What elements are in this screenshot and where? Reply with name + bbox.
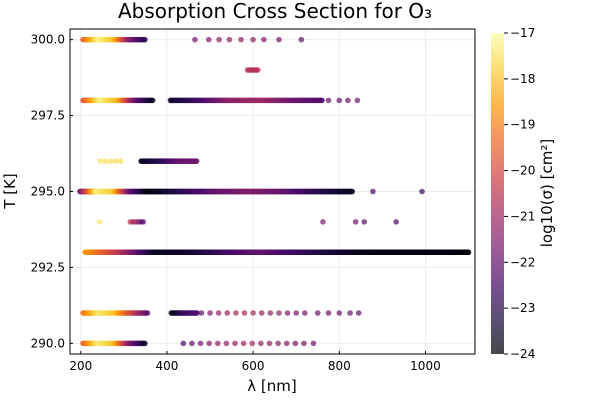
data-point: [142, 36, 148, 43]
data-point: [393, 219, 399, 225]
x-tick-label: 400: [155, 359, 178, 373]
data-point: [284, 310, 291, 316]
data-point: [232, 340, 238, 347]
colorbar-tick-label: −23: [510, 301, 535, 315]
data-point: [465, 249, 472, 256]
data-point: [301, 340, 307, 347]
data-point: [255, 67, 261, 73]
data-point: [102, 158, 109, 164]
data-point: [215, 310, 222, 316]
data-point: [336, 97, 343, 104]
colorbar-tick-label: −24: [510, 347, 535, 361]
data-point: [238, 36, 244, 43]
data-point: [180, 340, 187, 347]
data-point: [226, 36, 233, 43]
data-point: [241, 310, 248, 316]
data-point: [293, 310, 299, 316]
data-point: [354, 97, 361, 104]
data-point: [352, 219, 359, 225]
data-point: [112, 158, 119, 164]
data-point: [275, 340, 281, 347]
data-point: [258, 340, 264, 347]
data-point: [194, 310, 200, 316]
data-points: [77, 36, 472, 347]
data-point: [336, 310, 343, 316]
data-point: [355, 310, 362, 316]
data-point: [347, 310, 353, 316]
data-point: [233, 310, 239, 316]
data-point: [140, 219, 147, 225]
data-point: [302, 310, 308, 316]
data-point: [276, 36, 282, 43]
data-point: [249, 340, 256, 347]
x-tick-label: 600: [242, 359, 265, 373]
data-point: [240, 340, 247, 347]
colorbar-tick-label: −17: [510, 26, 535, 40]
data-point: [266, 340, 273, 347]
data-point: [198, 310, 205, 316]
y-tick-label: 290.0: [31, 336, 65, 350]
y-axis-ticks: 290.0 292.5 295.0 297.5 300.0: [31, 33, 73, 350]
data-point: [349, 188, 356, 195]
data-point: [223, 340, 230, 347]
chart-title: Absorption Cross Section for O₃: [118, 0, 432, 23]
data-point: [193, 158, 200, 164]
x-tick-label: 200: [69, 359, 92, 373]
y-tick-label: 300.0: [31, 33, 65, 47]
data-point: [214, 340, 221, 347]
data-point: [250, 36, 256, 43]
data-point: [97, 158, 103, 164]
y-tick-label: 295.0: [31, 185, 65, 199]
colorbar: [491, 33, 504, 354]
colorbar-label: log10(σ) [cm²]: [538, 139, 556, 248]
data-point: [283, 340, 290, 347]
data-point: [345, 97, 351, 104]
y-tick-label: 297.5: [31, 109, 65, 123]
data-point: [298, 36, 305, 43]
data-point: [107, 158, 114, 164]
x-tick-label: 1000: [410, 359, 441, 373]
data-point: [276, 310, 282, 316]
data-point: [267, 310, 274, 316]
x-axis-ticks: 200 400 600 800 1000: [69, 351, 441, 373]
data-point: [189, 340, 195, 347]
data-point: [419, 188, 425, 195]
data-point: [142, 340, 148, 347]
data-point: [261, 36, 267, 43]
data-point: [319, 97, 325, 104]
colorbar-tick-label: −22: [510, 255, 535, 269]
data-point: [149, 97, 156, 104]
data-point: [206, 340, 212, 347]
data-point: [96, 219, 103, 225]
y-tick-label: 292.5: [31, 260, 65, 274]
colorbar-ticks: −24 −23 −22 −21 −20 −19 −18 −17: [504, 26, 535, 361]
x-tick-label: 800: [328, 359, 351, 373]
data-point: [118, 158, 124, 164]
data-point: [292, 340, 299, 347]
data-point: [197, 340, 204, 347]
colorbar-tick-label: −18: [510, 72, 535, 86]
data-point: [314, 310, 321, 316]
colorbar-tick-label: −20: [510, 164, 535, 178]
data-point: [216, 36, 222, 43]
data-point: [205, 36, 212, 43]
colorbar-tick-label: −21: [510, 209, 535, 223]
data-point: [258, 310, 265, 316]
data-point: [144, 310, 151, 316]
data-point: [207, 310, 213, 316]
data-point: [361, 219, 368, 225]
data-point: [310, 340, 317, 347]
data-point: [325, 97, 332, 104]
data-point: [224, 310, 231, 316]
data-point: [320, 219, 326, 225]
x-axis-label: λ [nm]: [247, 377, 296, 395]
data-point: [192, 36, 198, 43]
data-point: [370, 188, 376, 195]
data-point: [250, 310, 256, 316]
data-point: [325, 310, 332, 316]
colorbar-tick-label: −19: [510, 118, 535, 132]
y-axis-label: T [K]: [1, 173, 19, 209]
